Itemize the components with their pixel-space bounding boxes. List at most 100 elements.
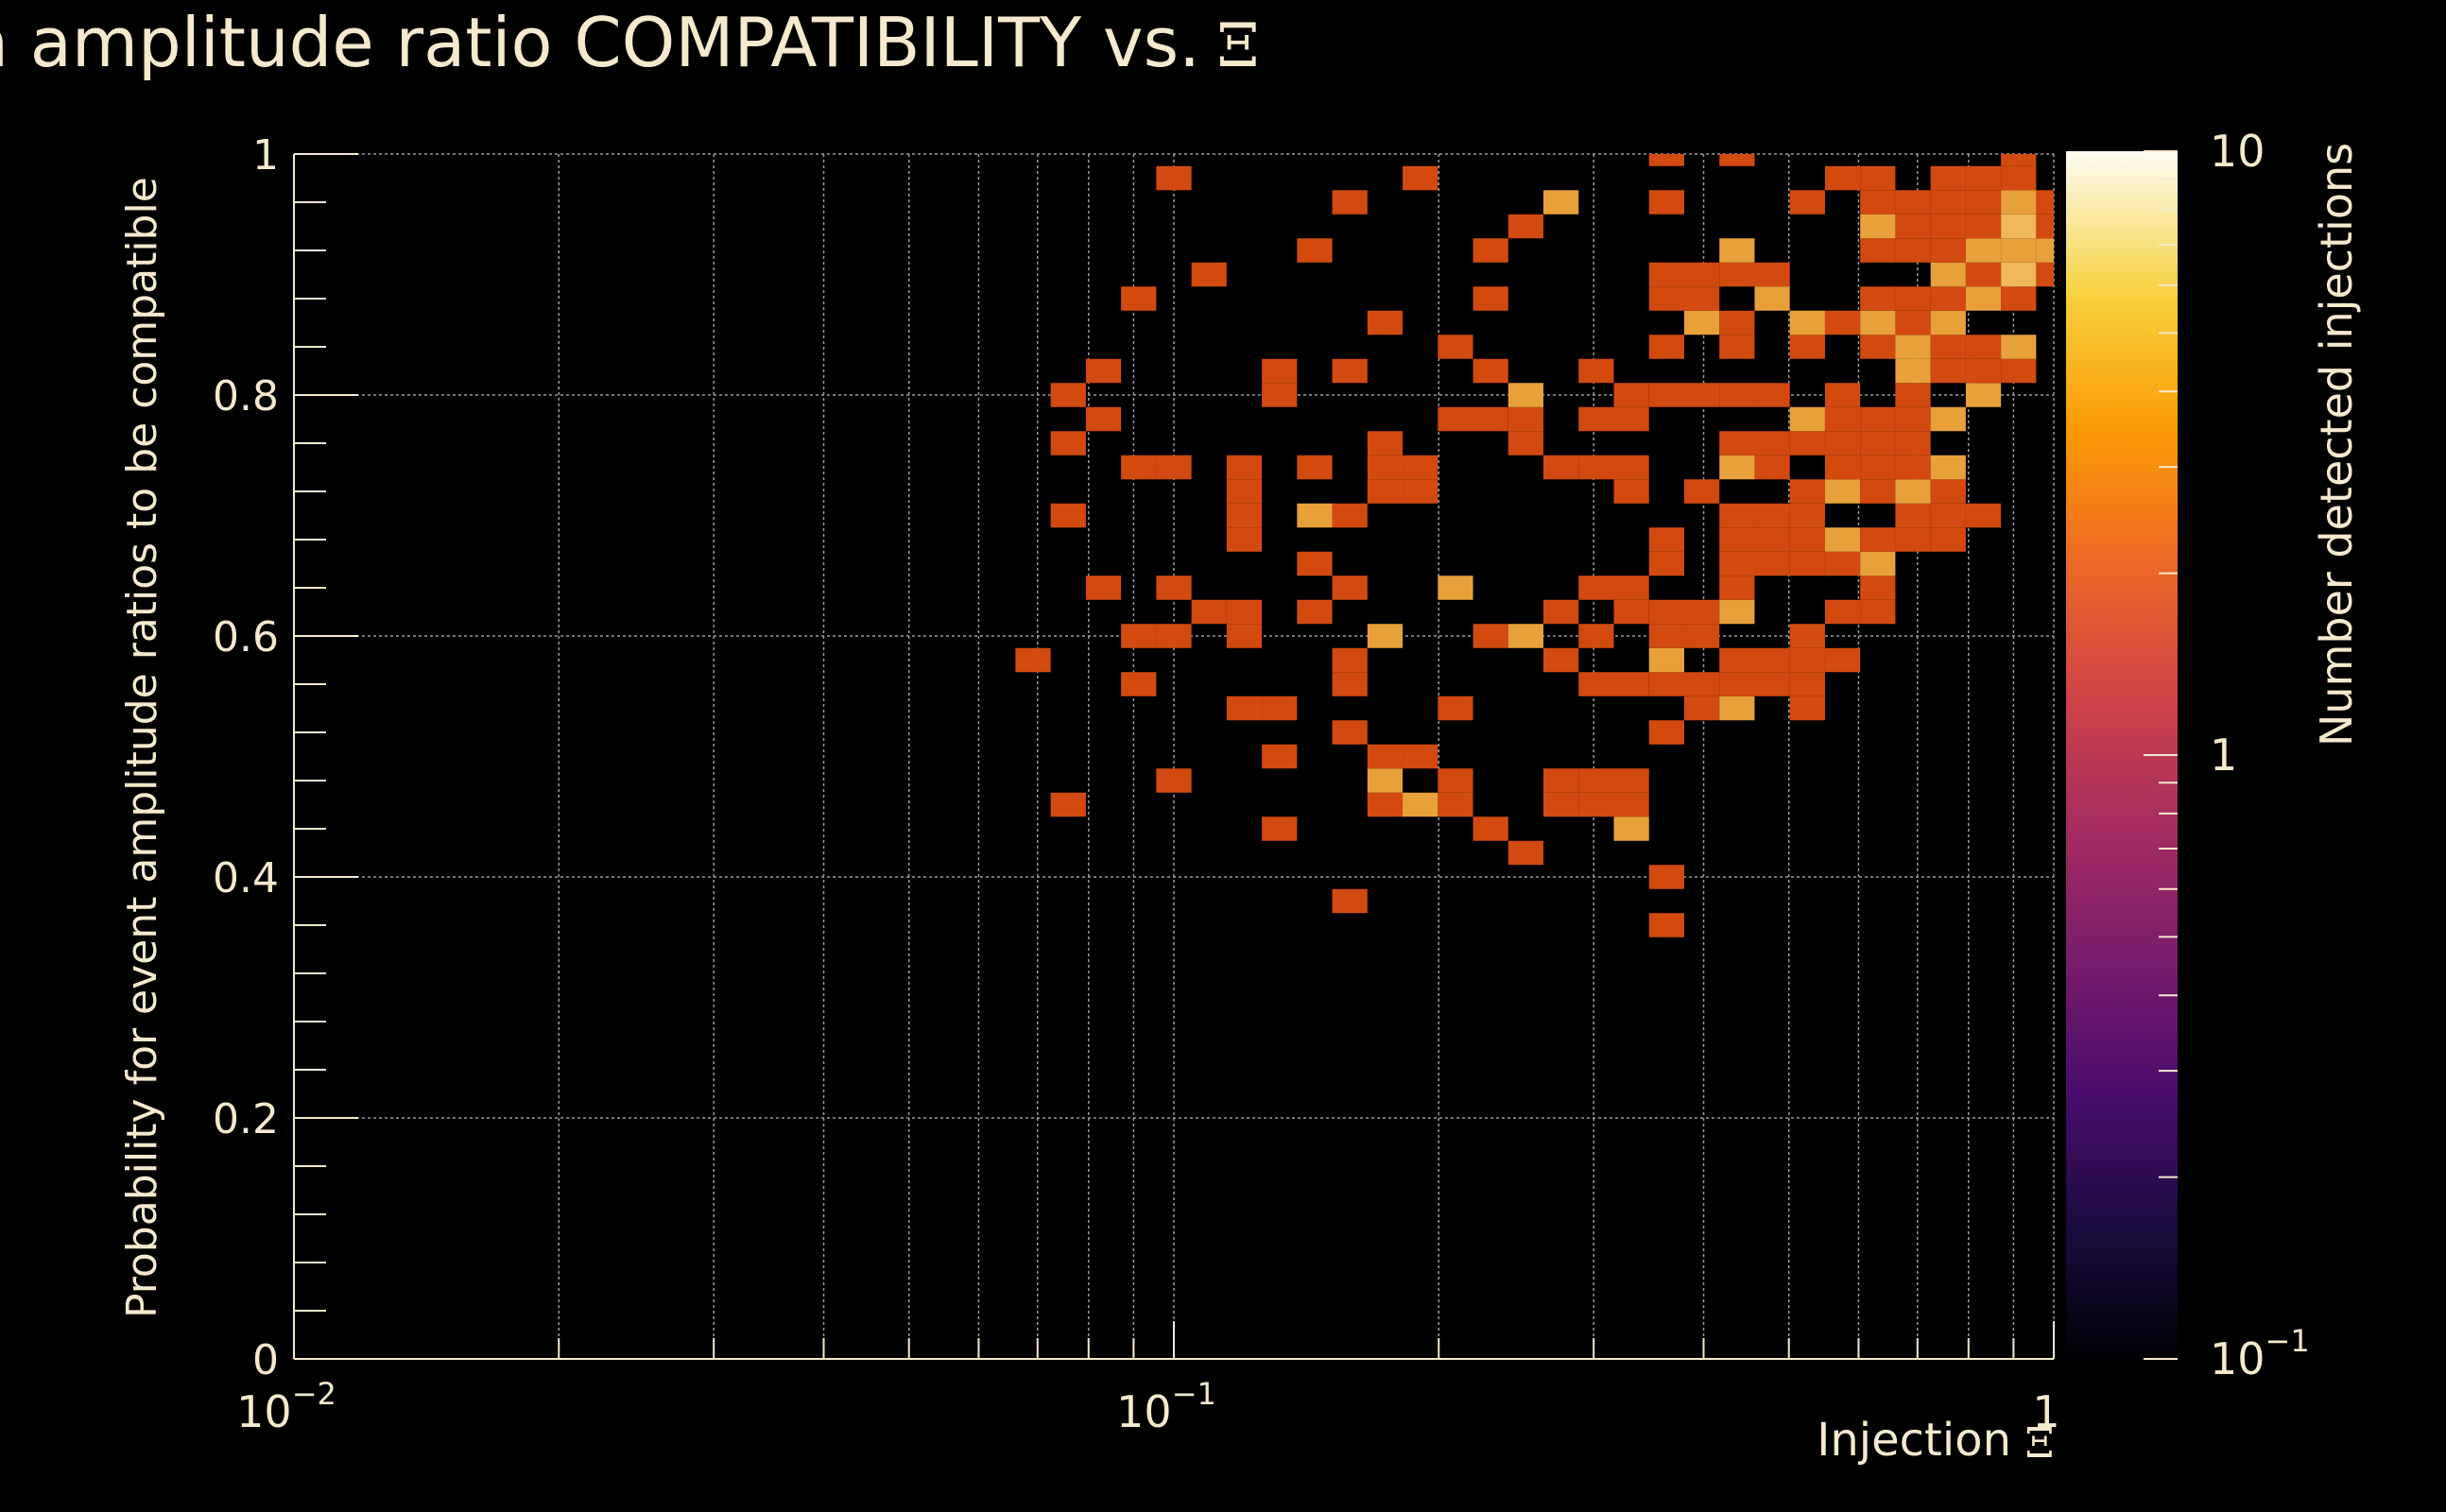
heatmap-cell bbox=[1613, 672, 1649, 696]
heatmap-cell bbox=[1895, 383, 1931, 407]
heatmap-cell bbox=[1262, 744, 1298, 769]
heatmap-cell bbox=[1860, 238, 1896, 263]
heatmap-cell bbox=[1719, 335, 1755, 359]
heatmap-cell bbox=[1965, 214, 2002, 239]
heatmap-cell bbox=[1860, 406, 1896, 432]
heatmap-cell bbox=[1930, 406, 1966, 432]
heatmap-cell bbox=[1895, 238, 1931, 263]
heatmap-cell bbox=[1226, 479, 1263, 504]
heatmap-cell bbox=[1930, 358, 1966, 384]
heatmap-cell bbox=[1438, 576, 1473, 600]
heatmap-cells bbox=[1015, 154, 2054, 937]
heatmap-cell bbox=[1683, 624, 1720, 648]
heatmap-cell bbox=[1648, 647, 1684, 673]
heatmap-cell bbox=[1683, 286, 1720, 311]
heatmap-cell bbox=[1683, 479, 1720, 504]
heatmap-cell bbox=[1754, 455, 1790, 480]
heatmap-cell bbox=[1930, 479, 1966, 504]
heatmap-cell bbox=[1754, 286, 1790, 311]
x-axis-label: Injection bbox=[1817, 1414, 2011, 1467]
heatmap-cell bbox=[1683, 696, 1720, 721]
y-tick-label: 0.2 bbox=[213, 1095, 279, 1143]
heatmap-cell bbox=[1226, 455, 1263, 480]
heatmap-cell bbox=[2036, 238, 2054, 263]
heatmap-cell bbox=[1085, 358, 1122, 384]
heatmap-cell bbox=[1613, 479, 1649, 504]
heatmap-cell bbox=[2001, 238, 2037, 263]
heatmap-cell bbox=[1121, 624, 1157, 648]
heatmap-cell bbox=[2001, 154, 2037, 166]
heatmap-cell bbox=[1754, 431, 1790, 455]
heatmap-cell bbox=[1930, 214, 1966, 239]
heatmap-cell bbox=[1473, 286, 1508, 311]
heatmap-cell bbox=[1507, 624, 1544, 648]
heatmap-cell bbox=[1789, 551, 1825, 576]
heatmap-cell bbox=[1367, 310, 1404, 335]
y-tick-label: 1 bbox=[252, 131, 279, 180]
heatmap-cell bbox=[1860, 455, 1896, 480]
heatmap-cell bbox=[1789, 624, 1825, 648]
y-tick-label: 0 bbox=[252, 1336, 279, 1384]
heatmap-cell bbox=[1930, 455, 1966, 480]
heatmap-cell bbox=[1473, 816, 1508, 841]
heatmap-cell bbox=[1226, 599, 1263, 625]
heatmap-cell bbox=[1754, 503, 1790, 528]
heatmap-cell bbox=[1824, 527, 1861, 552]
heatmap-cell bbox=[1719, 527, 1755, 552]
heatmap-cell bbox=[1473, 238, 1508, 263]
heatmap-cell bbox=[1719, 154, 1755, 166]
heatmap-cell bbox=[1262, 358, 1298, 384]
heatmap-cell bbox=[1613, 599, 1649, 625]
heatmap-cell bbox=[1895, 214, 1931, 239]
heatmap-cell bbox=[1015, 647, 1051, 673]
heatmap-cell bbox=[1438, 335, 1473, 359]
heatmap-cell bbox=[1965, 190, 2002, 215]
heatmap-cell bbox=[1895, 406, 1931, 432]
heatmap-cell bbox=[1789, 672, 1825, 696]
heatmap-cell bbox=[1507, 383, 1544, 407]
heatmap-cell bbox=[1613, 816, 1649, 841]
heatmap-cell bbox=[1156, 455, 1192, 480]
heatmap-cell bbox=[1367, 792, 1404, 817]
heatmap-cell bbox=[1860, 310, 1896, 335]
heatmap-cell bbox=[1789, 310, 1825, 335]
heatmap-cell bbox=[1332, 647, 1368, 673]
colorbar-ticks: 10−1 1 10 bbox=[2144, 126, 2310, 1384]
heatmap-cell bbox=[1789, 335, 1825, 359]
heatmap-cell bbox=[1789, 190, 1825, 215]
heatmap-cell bbox=[1754, 262, 1790, 287]
heatmap-cell bbox=[1507, 840, 1544, 866]
heatmap-cell bbox=[1262, 816, 1298, 841]
heatmap-cell bbox=[1648, 262, 1684, 287]
heatmap-cell bbox=[1578, 455, 1614, 480]
heatmap-cell bbox=[2001, 165, 2037, 191]
heatmap-cell bbox=[1860, 599, 1896, 625]
heatmap-cell bbox=[1895, 431, 1931, 455]
heatmap-cell bbox=[1895, 335, 1931, 359]
heatmap-cell bbox=[1332, 888, 1368, 914]
heatmap-cell bbox=[1824, 455, 1861, 480]
heatmap-cell bbox=[1789, 479, 1825, 504]
heatmap-cell bbox=[1895, 190, 1931, 215]
heatmap-cell bbox=[1050, 431, 1086, 455]
heatmap-cell bbox=[1403, 455, 1438, 480]
heatmap-cell bbox=[1297, 503, 1333, 528]
heatmap-cell bbox=[1297, 455, 1333, 480]
heatmap-cell bbox=[1965, 383, 2002, 407]
x-tick-label: 10−2 bbox=[236, 1376, 336, 1437]
heatmap-cell bbox=[1930, 503, 1966, 528]
heatmap-cell bbox=[1367, 479, 1404, 504]
x-tick-label: 10−1 bbox=[1116, 1376, 1216, 1437]
heatmap-cell bbox=[1438, 406, 1473, 432]
heatmap-cell bbox=[1648, 913, 1684, 937]
heatmap-cell bbox=[1648, 672, 1684, 696]
heatmap-cell bbox=[1965, 262, 2002, 287]
heatmap-cell bbox=[2036, 262, 2054, 287]
y-axis-label: Probability for event amplitude ratios t… bbox=[118, 177, 166, 1318]
heatmap-cell bbox=[1332, 672, 1368, 696]
heatmap-cell bbox=[1683, 262, 1720, 287]
heatmap-cell bbox=[1332, 576, 1368, 600]
y-tick-label: 0.6 bbox=[213, 613, 279, 662]
heatmap-cell bbox=[1543, 190, 1579, 215]
heatmap-cell bbox=[1754, 383, 1790, 407]
